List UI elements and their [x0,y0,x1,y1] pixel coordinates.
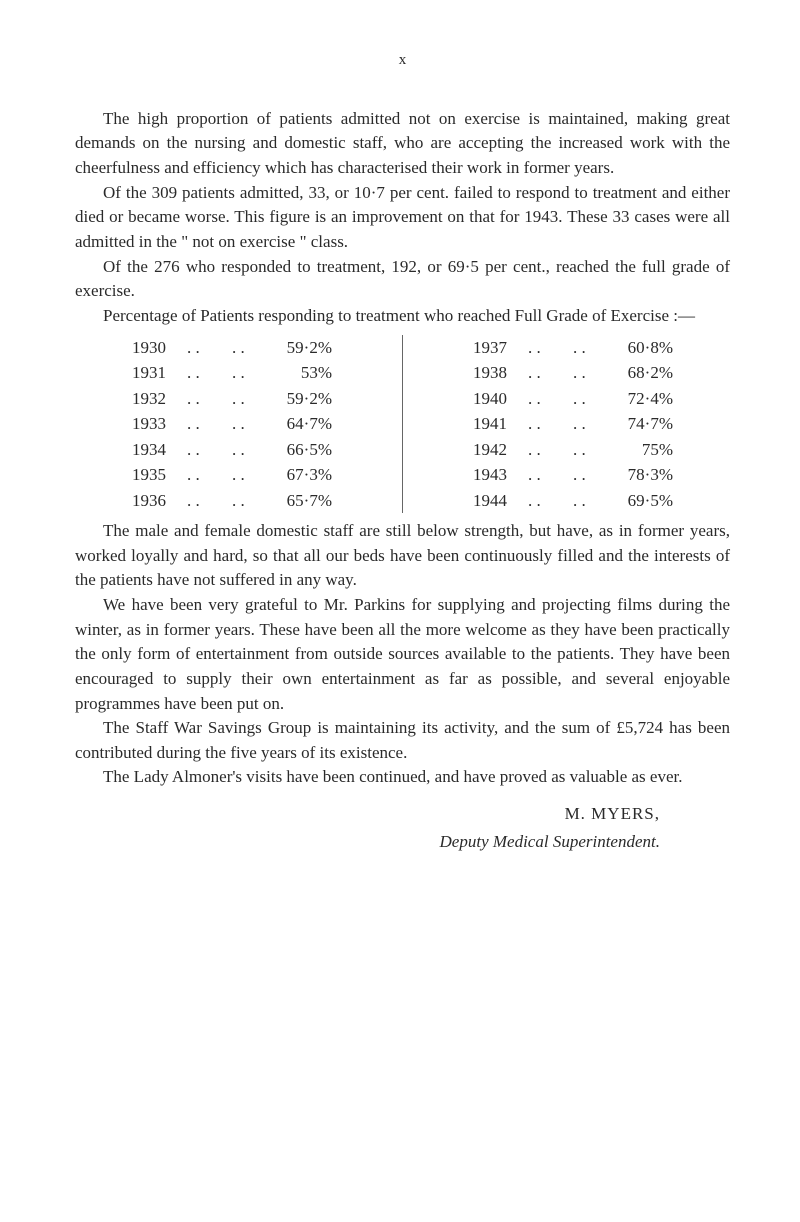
table-row: 1930 . . . . 59·2% [132,335,332,361]
table-row: 1944 . . . . 69·5% [473,488,673,514]
pct-cell: 74·7% [608,411,673,437]
pct-cell: 59·2% [267,335,332,361]
pct-cell: 75% [608,437,673,463]
dots: . . [528,462,573,488]
table-right-column: 1937 . . . . 60·8% 1938 . . . . 68·2% 19… [473,335,673,514]
pct-cell: 78·3% [608,462,673,488]
dots: . . [232,437,267,463]
pct-cell: 60·8% [608,335,673,361]
pct-cell: 72·4% [608,386,673,412]
year-cell: 1936 [132,488,187,514]
paragraph-8: The Lady Almoner's visits have been cont… [75,765,730,790]
dots: . . [528,386,573,412]
page-number: x [75,50,730,72]
paragraph-5: The male and female domestic staff are s… [75,519,730,593]
dots: . . [187,335,232,361]
dots: . . [528,335,573,361]
dots: . . [232,360,267,386]
paragraph-1: The high proportion of patients admitted… [75,107,730,181]
dots: . . [573,488,608,514]
table-row: 1932 . . . . 59·2% [132,386,332,412]
dots: . . [528,411,573,437]
dots: . . [573,437,608,463]
signature-block: M. MYERS, Deputy Medical Superintendent. [75,802,730,854]
dots: . . [232,462,267,488]
dots: . . [573,386,608,412]
paragraph-4: Percentage of Patients responding to tre… [75,304,730,329]
dots: . . [232,335,267,361]
pct-cell: 59·2% [267,386,332,412]
dots: . . [528,437,573,463]
year-cell: 1933 [132,411,187,437]
pct-cell: 67·3% [267,462,332,488]
signature-name: M. MYERS, [75,802,660,827]
dots: . . [528,488,573,514]
dots: . . [573,411,608,437]
dots: . . [187,437,232,463]
year-cell: 1938 [473,360,528,386]
year-cell: 1931 [132,360,187,386]
pct-cell: 69·5% [608,488,673,514]
table-row: 1941 . . . . 74·7% [473,411,673,437]
year-cell: 1941 [473,411,528,437]
table-divider [402,335,403,514]
table-row: 1938 . . . . 68·2% [473,360,673,386]
paragraph-3: Of the 276 who responded to treatment, 1… [75,255,730,304]
table-row: 1933 . . . . 64·7% [132,411,332,437]
dots: . . [232,488,267,514]
pct-cell: 65·7% [267,488,332,514]
table-row: 1935 . . . . 67·3% [132,462,332,488]
dots: . . [187,411,232,437]
dots: . . [528,360,573,386]
year-cell: 1942 [473,437,528,463]
dots: . . [573,462,608,488]
table-left-column: 1930 . . . . 59·2% 1931 . . . . 53% 1932… [132,335,332,514]
paragraph-2: Of the 309 patients admitted, 33, or 10·… [75,181,730,255]
table-row: 1931 . . . . 53% [132,360,332,386]
dots: . . [187,462,232,488]
dots: . . [573,360,608,386]
table-row: 1943 . . . . 78·3% [473,462,673,488]
dots: . . [187,386,232,412]
year-cell: 1934 [132,437,187,463]
year-cell: 1943 [473,462,528,488]
paragraph-6: We have been very grateful to Mr. Parkin… [75,593,730,716]
year-cell: 1930 [132,335,187,361]
table-row: 1942 . . . . 75% [473,437,673,463]
year-cell: 1944 [473,488,528,514]
year-cell: 1935 [132,462,187,488]
dots: . . [232,411,267,437]
table-row: 1934 . . . . 66·5% [132,437,332,463]
pct-cell: 64·7% [267,411,332,437]
dots: . . [187,488,232,514]
year-cell: 1932 [132,386,187,412]
year-cell: 1940 [473,386,528,412]
year-cell: 1937 [473,335,528,361]
pct-cell: 66·5% [267,437,332,463]
pct-cell: 53% [267,360,332,386]
paragraph-7: The Staff War Savings Group is maintaini… [75,716,730,765]
table-row: 1936 . . . . 65·7% [132,488,332,514]
pct-cell: 68·2% [608,360,673,386]
dots: . . [573,335,608,361]
dots: . . [187,360,232,386]
percentage-table: 1930 . . . . 59·2% 1931 . . . . 53% 1932… [75,335,730,514]
table-row: 1937 . . . . 60·8% [473,335,673,361]
table-row: 1940 . . . . 72·4% [473,386,673,412]
signature-title: Deputy Medical Superintendent. [75,830,660,855]
dots: . . [232,386,267,412]
